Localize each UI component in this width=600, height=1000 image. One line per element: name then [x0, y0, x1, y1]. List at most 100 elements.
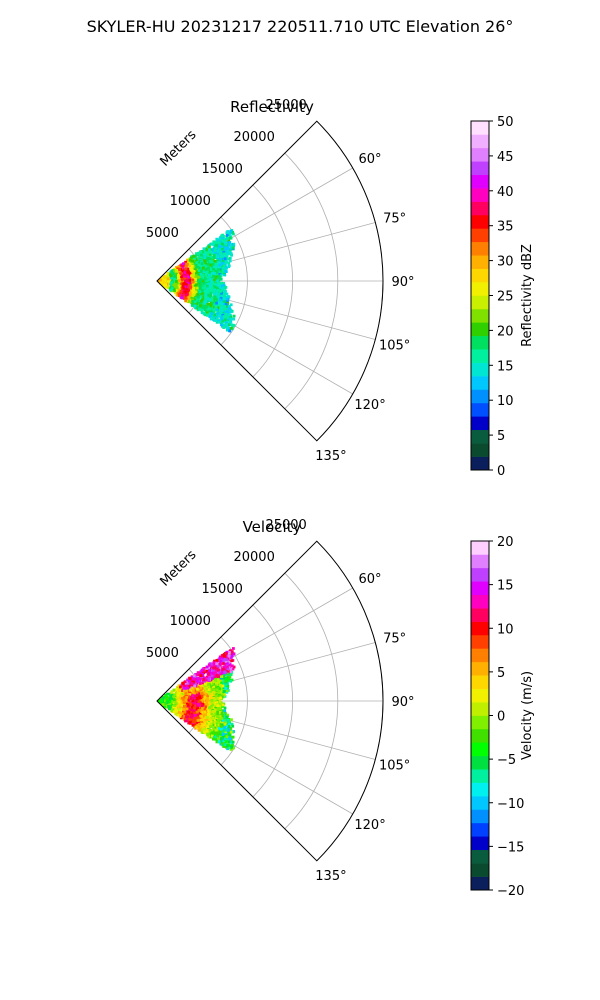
echo-gate: [212, 735, 216, 739]
echo-gate: [222, 323, 226, 327]
echo-gate: [215, 284, 219, 287]
echo-gate: [188, 716, 191, 720]
colorbar-swatch: [471, 147, 489, 162]
echo-gate: [202, 276, 205, 279]
echo-gate: [204, 276, 207, 280]
echo-gate: [203, 703, 207, 707]
echo-gate: [179, 716, 183, 720]
echo-gate: [219, 715, 223, 719]
echo-gate: [228, 662, 232, 666]
echo-gate: [229, 310, 233, 314]
echo-gate: [225, 231, 229, 235]
colorbar-tick-label: 35: [497, 220, 514, 235]
echo-gate: [169, 285, 173, 289]
echo-gate: [221, 662, 225, 665]
echo-gate: [227, 295, 231, 299]
echo-gate: [218, 687, 222, 691]
echo-gate: [198, 690, 201, 694]
echo-gate: [186, 259, 190, 262]
echo-gate: [205, 718, 208, 721]
colorbar-tick-label: 30: [497, 255, 514, 270]
echo-gate: [224, 680, 228, 684]
echo-gate: [221, 731, 225, 735]
echo-gate: [222, 674, 226, 677]
echo-gate: [190, 265, 194, 268]
echo-gate: [178, 696, 181, 699]
echo-gate: [197, 284, 200, 288]
echo-gate: [222, 286, 225, 290]
echo-gate: [205, 267, 209, 271]
echo-gate: [224, 740, 228, 743]
echo-gate: [171, 286, 174, 290]
echo-gate: [184, 264, 188, 268]
echo-gate: [229, 667, 233, 670]
echo-gate: [223, 715, 227, 719]
echo-gate: [179, 701, 183, 705]
echo-gate: [207, 245, 211, 249]
echo-gate: [180, 698, 184, 702]
echo-gate: [191, 299, 195, 303]
echo-gate: [203, 720, 207, 724]
echo-gate: [209, 268, 213, 272]
echo-gate: [201, 295, 204, 299]
echo-gate: [214, 275, 218, 279]
colorbar-swatch: [471, 228, 489, 243]
echo-gate: [180, 296, 184, 300]
echo-gate: [176, 265, 180, 269]
echo-gate: [202, 271, 206, 274]
echo-gate: [194, 274, 198, 278]
echo-gate: [201, 731, 205, 734]
echo-gate: [218, 263, 222, 267]
echo-gate: [212, 248, 215, 251]
echo-gate: [228, 673, 232, 677]
echo-gate: [206, 291, 210, 294]
echo-gate: [180, 703, 184, 707]
echo-gate: [197, 269, 201, 272]
echo-gate: [183, 281, 187, 285]
echo-gate: [209, 263, 213, 267]
echo-gate: [190, 680, 194, 683]
echo-gate: [227, 725, 231, 728]
echo-gate: [203, 299, 207, 303]
colorbar-swatch: [471, 134, 489, 149]
echo-gate: [200, 677, 204, 680]
echo-gate: [192, 274, 195, 277]
echo-gate: [217, 727, 221, 730]
echo-gate: [226, 236, 230, 240]
echo-gate: [185, 690, 189, 693]
echo-gate: [217, 286, 221, 290]
echo-gate: [211, 662, 214, 666]
echo-gate: [213, 719, 217, 723]
echo-gate: [178, 279, 181, 282]
echo-gate: [177, 281, 181, 285]
echo-gate: [199, 255, 203, 259]
echo-gate: [228, 329, 232, 333]
echo-gate: [162, 280, 166, 284]
echo-gate: [219, 681, 223, 685]
echo-gate: [221, 293, 225, 296]
echo-gate: [217, 723, 220, 727]
echo-gate: [210, 256, 214, 259]
echo-gate: [197, 695, 201, 699]
echo-gate: [201, 266, 205, 270]
colorbar-tick-label: 40: [497, 185, 514, 200]
echo-gate: [205, 251, 209, 255]
echo-gate: [204, 291, 208, 295]
echo-gate: [182, 286, 186, 290]
echo-gate: [210, 287, 214, 291]
echo-gate: [197, 256, 200, 260]
echo-gate: [190, 708, 193, 712]
colorbar-swatch: [471, 282, 489, 296]
echo-gate: [197, 278, 200, 282]
echo-gate: [181, 685, 185, 689]
echo-gate: [197, 715, 201, 718]
echo-gate: [208, 675, 211, 679]
echo-gate: [208, 282, 212, 286]
echo-gate: [216, 721, 220, 725]
echo-gate: [230, 745, 233, 749]
echo-gate: [200, 309, 204, 313]
echo-gate: [203, 248, 206, 251]
echo-gate: [208, 298, 212, 302]
azimuth-tick-label: 120°: [354, 398, 385, 413]
echo-gate: [164, 694, 168, 698]
